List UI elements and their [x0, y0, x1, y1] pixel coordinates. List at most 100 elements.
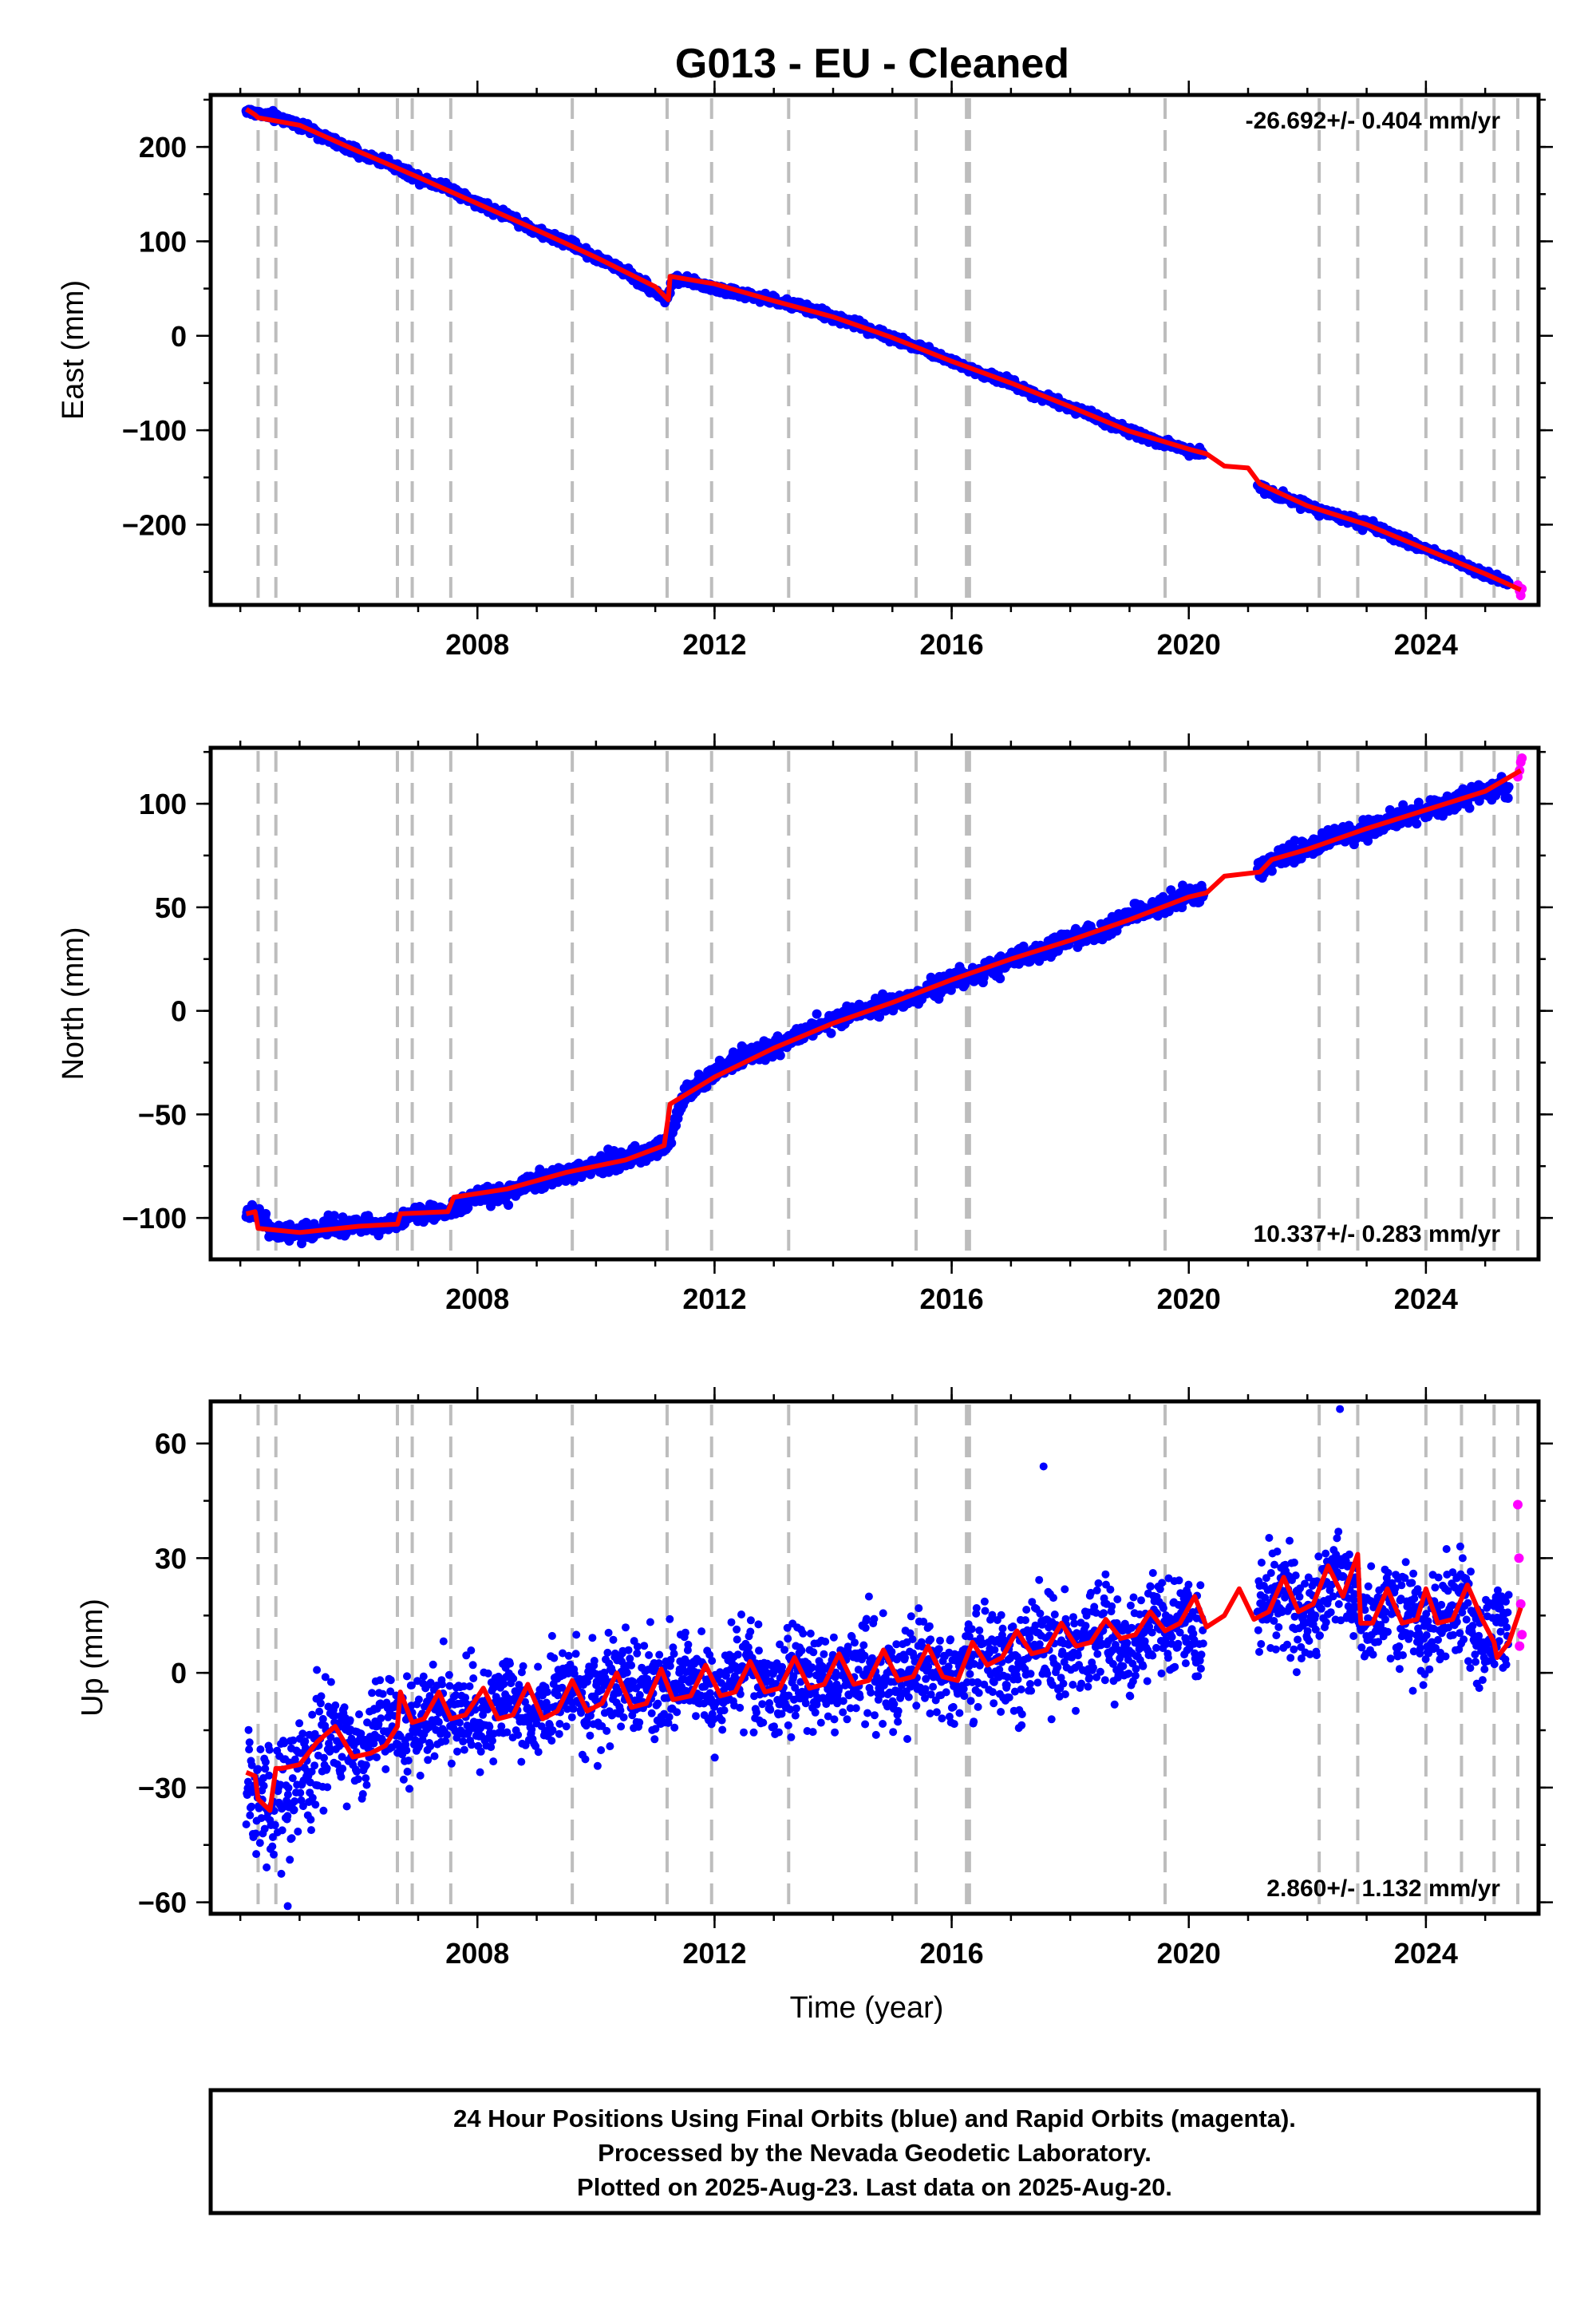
north-point: [1503, 782, 1514, 792]
up-point: [308, 1710, 317, 1719]
up-point: [567, 1713, 576, 1721]
up-point: [633, 1649, 642, 1658]
east-data-points: [241, 105, 1527, 601]
east-x-tick-label: 2024: [1394, 628, 1458, 661]
up-point: [489, 1757, 498, 1766]
up-point: [439, 1637, 448, 1646]
up-point: [247, 1802, 256, 1811]
up-point: [277, 1869, 286, 1878]
up-point: [265, 1745, 274, 1754]
north-point: [1266, 866, 1277, 876]
up-point: [616, 1706, 625, 1715]
north-x-tick-label: 2012: [682, 1282, 746, 1315]
up-point: [290, 1805, 298, 1814]
up-point: [603, 1648, 612, 1657]
up-point: [268, 1842, 277, 1851]
up-point: [622, 1623, 630, 1632]
up-point: [342, 1802, 351, 1811]
up-point: [720, 1706, 729, 1715]
up-point: [306, 1816, 315, 1824]
east-y-tick-label: −200: [122, 508, 187, 541]
up-point: [261, 1757, 270, 1766]
east-x-tick-label: 2020: [1157, 628, 1221, 661]
up-point: [571, 1650, 580, 1658]
up-point: [323, 1783, 332, 1792]
up-point: [484, 1669, 492, 1678]
up-point: [670, 1650, 678, 1658]
up-point: [438, 1680, 446, 1689]
up-point: [244, 1725, 253, 1734]
up-point: [322, 1764, 331, 1773]
up-point: [617, 1722, 626, 1731]
up-point: [692, 1712, 700, 1721]
up-point: [429, 1660, 437, 1669]
up-point: [708, 1657, 717, 1665]
up-point: [296, 1788, 305, 1797]
up-point: [403, 1767, 412, 1776]
up-point: [310, 1761, 319, 1770]
up-point: [562, 1722, 571, 1731]
up-point: [346, 1716, 354, 1725]
up-point: [355, 1710, 363, 1719]
north-y-tick-label: −50: [138, 1098, 187, 1131]
up-point: [246, 1811, 255, 1820]
up-point: [307, 1826, 315, 1835]
up-point: [469, 1674, 478, 1682]
up-point: [378, 1690, 387, 1698]
up-point: [681, 1628, 689, 1637]
east-y-axis-label: East (mm): [57, 280, 90, 420]
up-point: [465, 1682, 474, 1690]
up-point: [287, 1834, 296, 1843]
up-point: [602, 1726, 611, 1735]
north-y-axis-label: North (mm): [57, 927, 90, 1080]
up-point: [242, 1820, 251, 1828]
up-point: [626, 1654, 634, 1663]
up-point: [313, 1666, 322, 1674]
up-point: [604, 1628, 613, 1637]
east-y-tick-label: 100: [139, 225, 187, 258]
up-point: [590, 1657, 598, 1665]
east-y-tick-label: 0: [171, 320, 187, 353]
up-point: [665, 1713, 674, 1721]
up-point: [588, 1634, 597, 1642]
up-point: [624, 1646, 633, 1654]
up-point: [476, 1768, 484, 1777]
up-point: [497, 1722, 506, 1731]
up-point: [453, 1747, 461, 1756]
up-point: [670, 1723, 679, 1732]
up-point: [419, 1672, 428, 1681]
up-point: [534, 1748, 543, 1757]
north-data-points: [241, 753, 1527, 1249]
up-point: [340, 1703, 349, 1712]
north-rate-label: 10.337+/- 0.283 mm/yr: [1254, 1221, 1501, 1247]
up-point: [443, 1730, 451, 1739]
north-x-tick-label: 2024: [1394, 1282, 1458, 1315]
up-point: [569, 1705, 578, 1713]
up-point: [434, 1717, 443, 1726]
up-point: [373, 1753, 381, 1761]
up-point: [447, 1759, 456, 1768]
north-point: [995, 974, 1005, 984]
north-x-tick-label: 2008: [445, 1282, 509, 1315]
up-point: [284, 1784, 293, 1792]
up-point: [331, 1701, 340, 1709]
up-point: [286, 1856, 294, 1864]
up-point: [488, 1737, 496, 1745]
up-point: [619, 1713, 628, 1721]
up-point: [353, 1767, 361, 1776]
north-point: [329, 1211, 339, 1221]
up-point: [506, 1659, 514, 1668]
up-point: [320, 1753, 328, 1762]
up-point: [519, 1662, 527, 1670]
east-x-tick-label: 2012: [682, 628, 746, 661]
up-point: [361, 1761, 370, 1769]
up-point: [301, 1737, 310, 1745]
up-point: [468, 1661, 477, 1670]
east-y-tick-label: −100: [122, 414, 187, 447]
up-point: [543, 1688, 551, 1697]
up-point: [673, 1708, 681, 1717]
up-point: [252, 1850, 261, 1859]
up-point: [666, 1614, 674, 1623]
